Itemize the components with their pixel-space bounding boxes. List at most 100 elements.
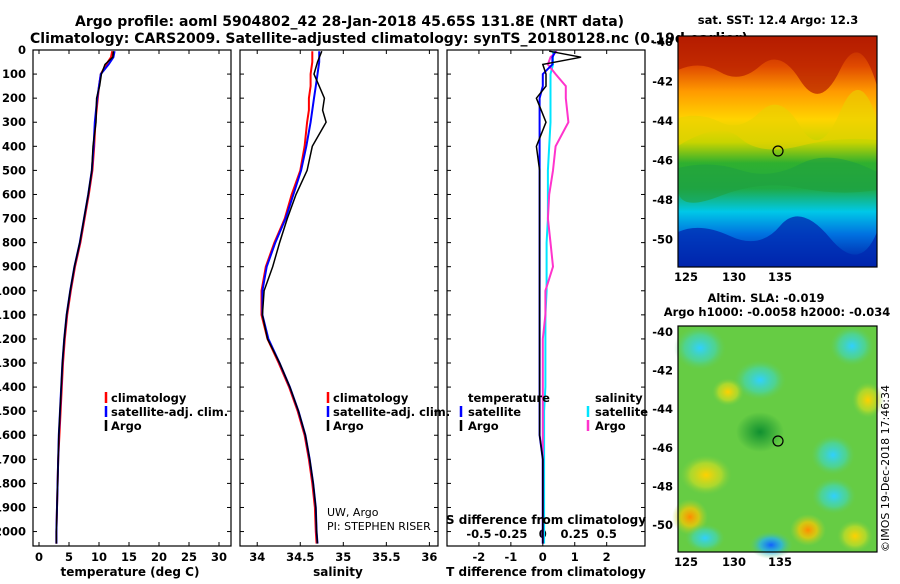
x-tick-label: 10 bbox=[91, 550, 107, 564]
lon-tick-label: 125 bbox=[674, 270, 698, 284]
lat-tick-label: -44 bbox=[652, 114, 673, 128]
depth-tick-label: 800 bbox=[2, 236, 26, 250]
depth-tick-label: 1300 bbox=[0, 356, 26, 370]
header-line1: Argo profile: aoml 5904802_42 28-Jan-201… bbox=[75, 14, 624, 30]
series-line-climatology bbox=[55, 51, 114, 544]
difference-plot: -2 -1 0 1 2-0.5 -0.25 0 0.25 0.5 bbox=[466, 50, 617, 564]
sst-cold-band bbox=[678, 216, 877, 267]
depth-tick-label: 900 bbox=[2, 260, 26, 274]
series-line-climatology bbox=[260, 51, 318, 544]
lat-tick-label: -42 bbox=[652, 74, 673, 88]
s-tick-label: -0.25 bbox=[494, 527, 527, 541]
temperature-xlabel: temperature (deg C) bbox=[61, 565, 200, 579]
difference-legend: temperature satellite Argo salinity sate… bbox=[459, 391, 648, 433]
depth-tick-label: 100 bbox=[2, 67, 26, 81]
depth-tick-label: 400 bbox=[2, 139, 26, 153]
depth-tick-label: 600 bbox=[2, 187, 26, 201]
salinity-legend: climatology satellite-adj. clim. Argo bbox=[326, 391, 450, 433]
depth-tick-label: 1100 bbox=[0, 308, 26, 322]
salinity-panel-frame bbox=[239, 49, 439, 547]
lon-tick-label: 130 bbox=[722, 270, 746, 284]
difference-xlabel: T difference from climatology bbox=[446, 565, 646, 579]
depth-axis: 0 100 200 300 400 500 600 700 800 900 1000 1100 1200… bbox=[0, 43, 645, 539]
depth-tick-label: 1700 bbox=[0, 452, 26, 466]
sst-warm-front bbox=[678, 36, 877, 94]
legend-label: satellite bbox=[468, 405, 521, 419]
depth-tick-label: 1600 bbox=[0, 428, 26, 442]
sla-map bbox=[672, 325, 884, 559]
legend-label: climatology bbox=[333, 391, 409, 405]
lon-tick-label: 125 bbox=[674, 555, 698, 569]
lat-tick-label: -40 bbox=[652, 35, 673, 49]
lat-tick-label: -48 bbox=[652, 479, 673, 493]
sla-map-frame bbox=[677, 325, 878, 553]
temperature-plot: 0 5 10 15 20 25 30 bbox=[35, 50, 227, 564]
sst-map-axes: 125 130 135 -40 -42 -44 -46 -48 -50 bbox=[652, 35, 792, 284]
s-tick-label: 0.5 bbox=[596, 527, 616, 541]
legend-label: Argo bbox=[595, 419, 626, 433]
salinity-xlabel: salinity bbox=[313, 565, 363, 579]
series-line-t-satellite bbox=[538, 50, 557, 544]
sst-map bbox=[677, 35, 878, 268]
legend-title-temperature: temperature bbox=[468, 391, 550, 405]
x-tick-label: 15 bbox=[121, 550, 137, 564]
sla-map-subtitle: Argo h1000: -0.0058 h2000: -0.034 bbox=[664, 305, 891, 319]
x-tick-label: 34.5 bbox=[286, 550, 314, 564]
x-tick-label: 1 bbox=[571, 550, 579, 564]
lat-tick-label: -40 bbox=[652, 325, 673, 339]
legend-label: climatology bbox=[111, 391, 187, 405]
argo-position-marker bbox=[772, 145, 784, 157]
credit-line2: PI: STEPHEN RISER bbox=[327, 520, 431, 533]
x-tick-label: 0 bbox=[35, 550, 43, 564]
lat-tick-label: -50 bbox=[652, 518, 673, 532]
argo-position-marker bbox=[772, 435, 784, 447]
depth-tick-label: 0 bbox=[18, 43, 26, 57]
depth-tick-label: 1500 bbox=[0, 404, 26, 418]
x-tick-label: 35.5 bbox=[372, 550, 400, 564]
series-line-t-argo bbox=[535, 50, 582, 544]
depth-tick-label: 300 bbox=[2, 115, 26, 129]
series-line-argo bbox=[55, 51, 115, 544]
series-line-satellite bbox=[55, 51, 116, 544]
credit-line1: UW, Argo bbox=[327, 506, 379, 519]
depth-tick-label: 700 bbox=[2, 212, 26, 226]
s-tick-label: 0.25 bbox=[561, 527, 589, 541]
depth-tick-label: 1200 bbox=[0, 332, 26, 346]
x-tick-label: 34 bbox=[249, 550, 265, 564]
temperature-panel-frame bbox=[32, 49, 232, 547]
temperature-legend: climatology satellite-adj. clim. Argo bbox=[104, 391, 228, 433]
legend-label: satellite-adj. clim. bbox=[111, 405, 228, 419]
legend-label: satellite bbox=[595, 405, 648, 419]
sst-yellow-band bbox=[678, 89, 877, 150]
depth-tick-label: 2000 bbox=[0, 525, 26, 539]
header-line2: Climatology: CARS2009. Satellite-adjuste… bbox=[30, 31, 748, 47]
legend-label: Argo bbox=[111, 419, 142, 433]
lat-tick-label: -50 bbox=[652, 232, 673, 246]
x-tick-label: 36 bbox=[421, 550, 437, 564]
legend-title-salinity: salinity bbox=[595, 391, 643, 405]
lat-tick-label: -44 bbox=[652, 402, 673, 416]
sla-map-title: Altim. SLA: -0.019 bbox=[707, 291, 824, 305]
x-tick-label: 20 bbox=[151, 550, 167, 564]
lon-tick-label: 135 bbox=[768, 555, 792, 569]
depth-tick-label: 200 bbox=[2, 91, 26, 105]
depth-tick-label: 1800 bbox=[0, 476, 26, 490]
x-tick-label: 5 bbox=[65, 550, 73, 564]
depth-tick-label: 1000 bbox=[0, 284, 26, 298]
lon-tick-label: 130 bbox=[722, 555, 746, 569]
imos-timestamp: ©IMOS 19-Dec-2018 17:46:34 bbox=[879, 385, 892, 552]
series-line-argo bbox=[261, 50, 327, 544]
lat-tick-label: -46 bbox=[652, 441, 673, 455]
sst-map-title: sat. SST: 12.4 Argo: 12.3 bbox=[698, 13, 858, 27]
difference-x2label: S difference from climatology bbox=[446, 513, 646, 527]
depth-tick-label: 1900 bbox=[0, 500, 26, 514]
x-tick-label: 30 bbox=[211, 550, 227, 564]
x-tick-label: 25 bbox=[181, 550, 197, 564]
x-tick-label: 2 bbox=[603, 550, 611, 564]
difference-panel-frame bbox=[446, 49, 646, 547]
x-tick-label: 35 bbox=[335, 550, 351, 564]
lon-tick-label: 135 bbox=[768, 270, 792, 284]
salinity-plot: 34 34.5 35 35.5 36 bbox=[249, 50, 437, 564]
s-tick-label: -0.5 bbox=[466, 527, 491, 541]
